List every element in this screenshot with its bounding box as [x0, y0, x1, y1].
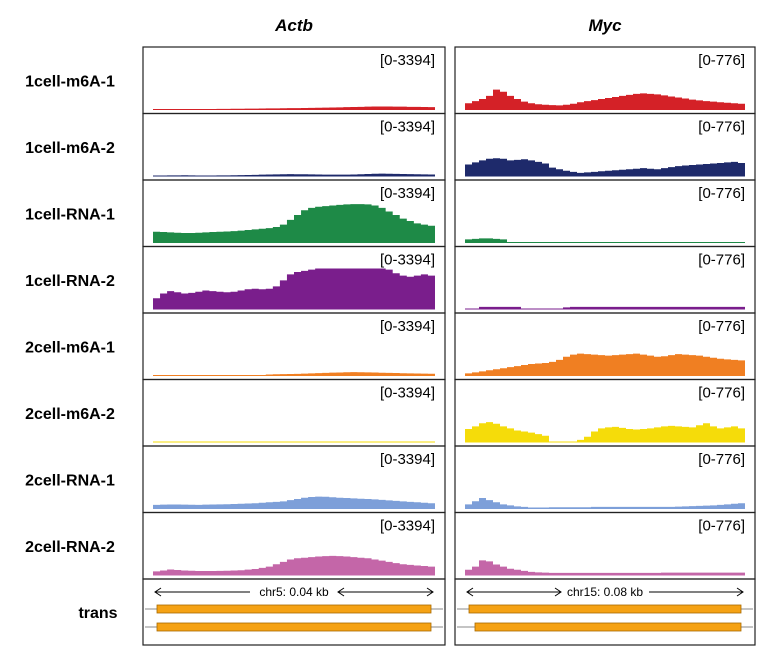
coverage-area: [465, 353, 745, 376]
annotation-panel: chr15: 0.08 kb: [454, 578, 756, 646]
coverage-area: [465, 422, 745, 442]
track-label: 2cell-m6A-2: [25, 406, 115, 423]
track-label: 1cell-m6A-2: [25, 140, 115, 157]
coverage-area: [465, 158, 745, 176]
panel-frame: [454, 578, 756, 646]
range-label: [0-776]: [698, 385, 745, 402]
transcript-exon: [474, 622, 742, 632]
track-label: 2cell-RNA-1: [25, 472, 115, 489]
track-panel: [0-3394]: [142, 445, 446, 514]
range-label: [0-3394]: [380, 451, 435, 468]
track-panel: [0-776]: [454, 245, 756, 314]
gene-title-myc: Myc: [588, 16, 622, 35]
track-panel: [0-776]: [454, 378, 756, 447]
coverage-area: [153, 268, 435, 309]
track-panel: [0-3394]: [142, 312, 446, 381]
track-label: 1cell-m6A-1: [25, 73, 115, 90]
track-panel: [0-3394]: [142, 112, 446, 181]
range-label: [0-776]: [698, 451, 745, 468]
track-panel: [0-3394]: [142, 179, 446, 248]
scale-arrow: [426, 587, 434, 597]
track-label: 1cell-RNA-2: [25, 273, 115, 290]
coverage-area: [153, 372, 435, 376]
range-label: [0-776]: [698, 518, 745, 535]
coverage-area: [153, 496, 435, 509]
track-panel: [0-776]: [454, 46, 756, 115]
transcript-exon: [468, 604, 742, 614]
coverage-area: [465, 498, 745, 509]
coverage-area: [153, 173, 435, 176]
range-label: [0-3394]: [380, 119, 435, 136]
range-label: [0-3394]: [380, 318, 435, 335]
range-label: [0-776]: [698, 185, 745, 202]
range-label: [0-776]: [698, 318, 745, 335]
transcript-exon: [156, 622, 432, 632]
scale-arrow: [554, 587, 562, 597]
track-panel: [0-3394]: [142, 245, 446, 314]
range-label: [0-3394]: [380, 385, 435, 402]
coverage-area: [465, 306, 745, 309]
range-label: [0-3394]: [380, 52, 435, 69]
coverage-area: [153, 555, 435, 575]
annotation-label: trans: [78, 605, 117, 622]
coverage-area: [465, 89, 745, 110]
range-label: [0-3394]: [380, 518, 435, 535]
scale-arrow: [337, 587, 345, 597]
coverage-area: [465, 238, 745, 243]
scale-arrow: [466, 587, 474, 597]
range-label: [0-776]: [698, 252, 745, 269]
track-panel: [0-776]: [454, 445, 756, 514]
transcript-exon: [156, 604, 432, 614]
track-label: 2cell-m6A-1: [25, 339, 115, 356]
track-panel: [0-776]: [454, 511, 756, 580]
range-label: [0-776]: [698, 119, 745, 136]
scale-arrow: [736, 587, 744, 597]
range-label: [0-3394]: [380, 252, 435, 269]
panel-frame: [142, 578, 446, 646]
track-panel: [0-776]: [454, 179, 756, 248]
coverage-area: [153, 106, 435, 110]
track-label: 2cell-RNA-2: [25, 539, 115, 556]
range-label: [0-776]: [698, 52, 745, 69]
range-label: [0-3394]: [380, 185, 435, 202]
scale-label: chr5: 0.04 kb: [259, 585, 329, 599]
track-panel: [0-3394]: [142, 511, 446, 580]
coverage-area: [153, 204, 435, 243]
annotation-panel: chr5: 0.04 kb: [142, 578, 446, 646]
track-panel: [0-776]: [454, 112, 756, 181]
track-label: 1cell-RNA-1: [25, 206, 115, 223]
coverage-area: [465, 560, 745, 575]
gene-title-actb: Actb: [274, 16, 313, 35]
track-panel: [0-3394]: [142, 378, 446, 447]
scale-arrow: [154, 587, 162, 597]
scale-label: chr15: 0.08 kb: [567, 585, 643, 599]
track-panel: [0-3394]: [142, 46, 446, 115]
track-panel: [0-776]: [454, 312, 756, 381]
